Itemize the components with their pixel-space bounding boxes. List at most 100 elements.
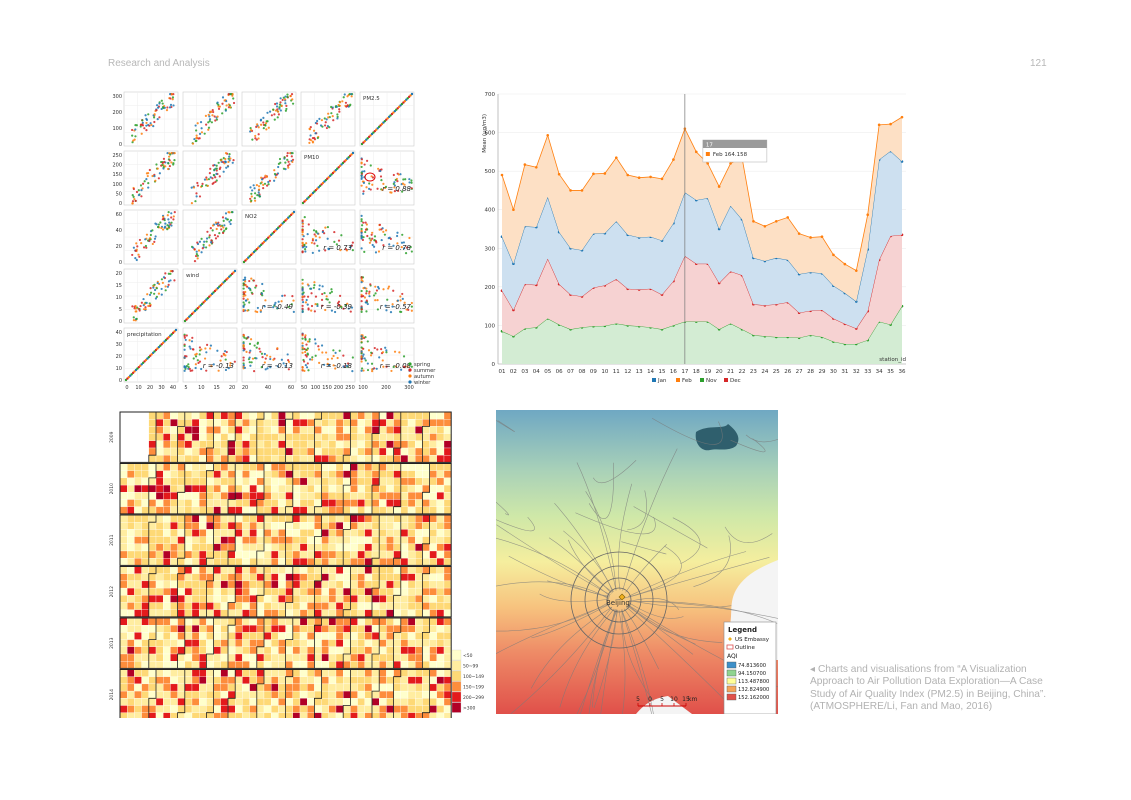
scatter-point [152, 286, 155, 289]
day-cell [249, 426, 257, 434]
scatter-point [393, 186, 396, 189]
day-cell [314, 529, 322, 537]
scatter-point [410, 187, 413, 190]
day-cell [119, 625, 128, 633]
scatter-point [281, 294, 284, 297]
day-cell [379, 447, 387, 456]
day-cell [227, 661, 236, 669]
day-cell [335, 595, 344, 603]
scatter-point [263, 305, 266, 308]
day-cell [407, 463, 416, 471]
day-cell [443, 558, 452, 566]
day-cell [321, 536, 329, 544]
day-cell [328, 646, 337, 655]
day-cell [278, 617, 286, 626]
day-cell [163, 609, 171, 618]
scatter-point [149, 291, 153, 294]
day-cell [292, 484, 301, 493]
day-cell [415, 705, 423, 713]
day-cell [148, 411, 157, 420]
scatter-point [272, 358, 275, 361]
legend-entry: 200~299 [463, 695, 484, 701]
day-cell [364, 529, 373, 537]
day-cell [127, 705, 135, 713]
day-cell [292, 566, 301, 574]
scatter-point [143, 180, 146, 183]
scatter-point [379, 169, 382, 173]
scatter-point [287, 166, 290, 169]
scatter-point [380, 348, 383, 351]
scatter-point [207, 113, 210, 116]
scatter-point [208, 234, 211, 237]
day-cell [119, 522, 128, 530]
scatter-point [337, 103, 340, 107]
row-tick-label: 20 [116, 244, 122, 250]
day-cell [148, 566, 157, 574]
day-cell [199, 463, 207, 471]
scatter-point [362, 287, 365, 290]
scatter-point [290, 93, 294, 96]
day-cell [314, 514, 322, 523]
day-cell [199, 698, 207, 706]
day-cell [357, 653, 365, 662]
day-cell [155, 440, 164, 449]
scatter-point [147, 113, 150, 116]
day-cell [379, 625, 387, 633]
day-cell [227, 587, 236, 596]
day-cell [407, 617, 416, 626]
day-cell [429, 705, 437, 713]
day-cell [393, 419, 401, 427]
legend-entry: summer [414, 368, 436, 374]
scatter-point [160, 278, 164, 281]
day-cell [155, 705, 164, 713]
day-cell [127, 470, 135, 479]
day-cell [127, 653, 135, 662]
scatter-point [224, 160, 227, 163]
day-cell [321, 566, 329, 574]
scatter-point [266, 367, 269, 370]
day-cell [213, 536, 221, 544]
scatter-point [147, 182, 150, 185]
day-cell [263, 587, 272, 596]
scatter-point [138, 238, 142, 242]
day-cell [393, 632, 401, 640]
day-cell [299, 550, 308, 559]
day-cell [415, 499, 423, 507]
scatter-point [376, 299, 379, 302]
day-cell [407, 522, 416, 530]
scatter-point [219, 359, 222, 362]
scatter-point [263, 182, 267, 185]
scatter-point [254, 310, 257, 313]
day-cell [371, 661, 380, 669]
day-cell [177, 587, 185, 596]
day-cell [407, 419, 416, 427]
day-cell [278, 447, 286, 456]
scatter-point [316, 303, 319, 306]
month-boundary [422, 618, 430, 669]
scatter-point [301, 222, 305, 225]
month-boundary [177, 412, 186, 463]
day-cell [350, 470, 358, 479]
scatter-point [336, 117, 339, 120]
day-cell [379, 529, 387, 537]
col-tick-label: 15 [213, 385, 219, 390]
scatter-point [360, 346, 363, 349]
day-cell [422, 455, 430, 463]
day-cell [400, 522, 409, 530]
day-cell [148, 587, 157, 596]
correlation-label: r = -0.57 [380, 303, 412, 311]
day-cell [163, 419, 171, 427]
day-cell [199, 536, 207, 544]
day-cell [249, 433, 257, 441]
day-cell [184, 705, 193, 713]
scatter-point [316, 232, 319, 235]
day-cell [148, 499, 157, 507]
day-cell [407, 683, 416, 692]
day-cell [321, 499, 329, 507]
series-point [717, 281, 721, 285]
day-cell [400, 514, 409, 523]
scatter-point [280, 300, 283, 303]
legend-item-outline: Outline [735, 645, 756, 651]
day-cell [278, 712, 286, 718]
day-cell [177, 484, 185, 493]
